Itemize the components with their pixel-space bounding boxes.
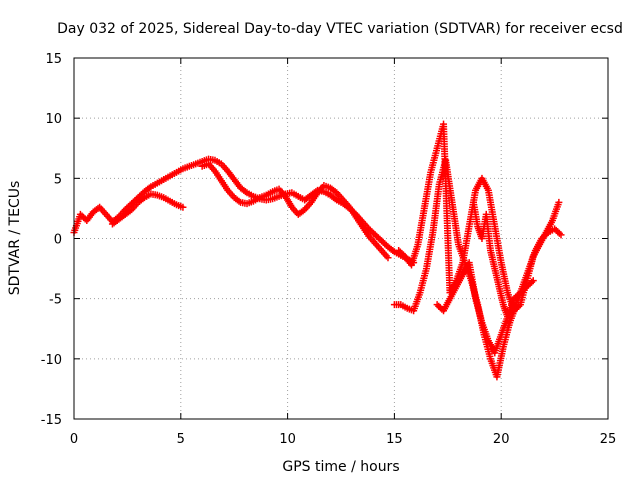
- series-trace-main: [70, 155, 418, 267]
- data-point: [555, 198, 563, 206]
- data-point: [557, 231, 565, 239]
- x-tick-label: 5: [177, 432, 185, 447]
- plot-frame: [73, 57, 609, 420]
- y-tick-label: -10: [41, 353, 62, 368]
- y-axis-title: SDTVAR / TECUs: [7, 181, 23, 296]
- data-point: [529, 277, 537, 285]
- series-trace-storm-inner: [433, 259, 537, 357]
- y-tick-label: 0: [54, 233, 62, 248]
- chart-tick-labels: 0 5 10 15 20 25 -15 -10 -5 0 5 10 15: [41, 52, 617, 447]
- series-trace-lower-early: [108, 190, 187, 228]
- y-tick-label: 15: [45, 52, 62, 67]
- y-tick-label: 10: [45, 112, 62, 127]
- chart-title: Day 032 of 2025, Sidereal Day-to-day VTE…: [57, 21, 623, 37]
- x-axis-title: GPS time / hours: [282, 459, 399, 475]
- data-point: [179, 203, 187, 211]
- chart-points: [70, 120, 565, 381]
- y-tick-label: -15: [41, 413, 62, 428]
- x-tick-label: 20: [493, 432, 510, 447]
- y-tick-label: 5: [54, 172, 62, 187]
- x-tick-label: 10: [279, 432, 296, 447]
- x-tick-label: 0: [70, 432, 78, 447]
- data-point: [384, 254, 392, 262]
- x-tick-label: 25: [600, 432, 617, 447]
- chart-grid: [74, 58, 608, 419]
- x-tick-label: 15: [386, 432, 403, 447]
- series-trace-late-spikes: [469, 198, 512, 321]
- data-point: [504, 313, 512, 321]
- y-tick-label: -5: [49, 293, 62, 308]
- series-trace-secondary: [198, 160, 392, 262]
